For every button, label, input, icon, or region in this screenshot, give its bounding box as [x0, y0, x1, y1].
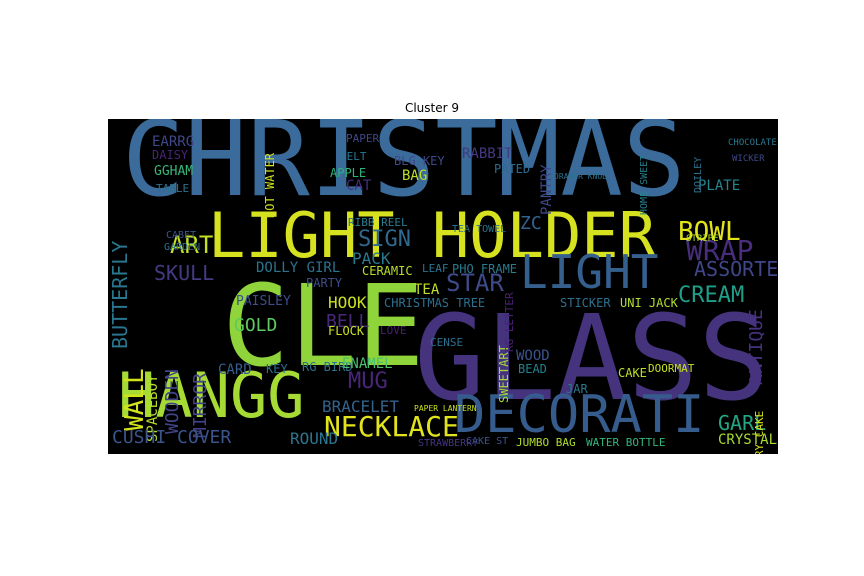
- word-key: KEY: [266, 362, 288, 376]
- word-daisy: DAISY: [152, 148, 189, 162]
- word-tea-towel: TEA TOWEL: [452, 224, 507, 235]
- word-enamel: ENAMEL: [342, 356, 393, 372]
- word-butterfly: BUTTERFLY: [108, 240, 132, 349]
- word-necklace: NECKLACE: [324, 410, 459, 443]
- word-strawberry: STRAWBERRY: [418, 438, 479, 449]
- word-decorati: DECORATI: [454, 385, 705, 445]
- word-garl: GARL: [718, 411, 767, 435]
- word-star: STAR: [446, 269, 504, 297]
- word-jumbo-bag: JUMBO BAG: [516, 436, 576, 449]
- word-table: TABLE: [156, 182, 190, 195]
- word-rg-bird: RG BIRD: [302, 360, 353, 374]
- word-sign: SIGN: [358, 227, 411, 252]
- word-cake-st: CAKE ST: [466, 436, 509, 447]
- word-pack: PACK: [352, 249, 391, 268]
- word-tea: TEA: [414, 282, 440, 298]
- word-card: CARD: [218, 362, 252, 378]
- word-zc: ZC: [520, 213, 542, 234]
- word-hook: HOOK: [328, 293, 367, 312]
- chart-title: Cluster 9: [404, 101, 460, 115]
- word-doiley: DOILEY: [693, 156, 704, 193]
- word-art: ART: [170, 231, 214, 259]
- word-doormat: DOORMAT: [648, 362, 695, 375]
- word-drawer-knob: DRAWER KNOB: [554, 172, 607, 181]
- word-pated: PATED: [494, 162, 531, 176]
- word-fairy-cake: FAIRY CAKE: [753, 410, 766, 454]
- word-pantry: PANTRY: [539, 164, 555, 216]
- word-earrg: EARRG: [152, 134, 195, 150]
- word-flock: FLOCK: [328, 324, 365, 338]
- word-ribb-reel: RIBB REEL: [348, 216, 408, 229]
- word-jar: JAR: [566, 382, 588, 396]
- word-felt: FELT: [340, 150, 367, 163]
- word-wooden: WOODEN: [162, 368, 183, 434]
- word-round: ROUND: [290, 429, 339, 448]
- word-bell: BELL: [326, 311, 370, 332]
- word-antique: ANTIQUE: [746, 308, 767, 385]
- word-love: LOVE: [380, 324, 407, 337]
- word-paper: PAPER: [346, 132, 380, 145]
- word-cat: CAT: [346, 178, 372, 194]
- word-pho-frame: PHO FRAME: [452, 262, 518, 276]
- word-rabbit: RABBIT: [462, 146, 513, 162]
- word-christmas-tree: CHRISTMAS TREE: [384, 296, 486, 310]
- word-cream: CREAM: [678, 283, 745, 308]
- word-cushi-cover: CUSHI COVER: [112, 427, 232, 448]
- word-rg-letter: RG LETTER: [503, 292, 516, 353]
- word-bag: BAG: [402, 168, 428, 184]
- word-apple: APPLE: [330, 166, 367, 180]
- word-light: LIGHT: [520, 245, 659, 299]
- word-stripe: STRIPE: [686, 234, 719, 244]
- word-glass: GLASS: [414, 289, 770, 427]
- word-bead: BEAD: [518, 362, 547, 376]
- word-blg-key: BLG KEY: [394, 154, 445, 168]
- word-hangg: HANGG: [118, 359, 305, 432]
- word-leaf: LEAF: [422, 262, 449, 275]
- word-christmas: CHRISTMAS: [122, 119, 686, 220]
- word-cake: CAKE: [618, 366, 647, 380]
- word-party: PARTY: [306, 276, 343, 290]
- word-plate: PLATE: [698, 178, 741, 194]
- word-bracelet: BRACELET: [322, 397, 400, 416]
- word-crystal: CRYSTAL: [718, 432, 778, 448]
- word-assorted: ASSORTED: [694, 257, 778, 281]
- word-bowl: BOWL: [678, 217, 741, 247]
- word-cabet: CABET: [166, 230, 197, 241]
- word-hot-water: HOT WATER: [263, 152, 277, 218]
- word-garden: GARDEN: [164, 242, 201, 253]
- word-ceramic: CERAMIC: [362, 264, 413, 278]
- word-wood: WOOD: [516, 348, 550, 364]
- word-uni-jack: UNI JACK: [620, 296, 678, 310]
- word-mug: MUG: [348, 369, 388, 394]
- word-chocolate: CHOCOLATE: [728, 138, 777, 148]
- word-home-sweet: HOME SWEET: [639, 154, 650, 215]
- word-sticker: STICKER: [560, 296, 611, 310]
- word-light-holder: LIGHT HOLDER: [208, 199, 656, 272]
- word-cle: CLE: [222, 262, 425, 392]
- word-paper-lantern: PAPER LANTERN: [414, 404, 477, 413]
- word-cloud: CHRISTMAS LIGHT HOLDER GLASS CLE HANGG DECORA…: [108, 119, 778, 454]
- word-paisley: PAISLEY: [236, 294, 291, 309]
- word-water-bottle: WATER BOTTLE: [586, 436, 666, 449]
- word-skull: SKULL: [154, 261, 215, 285]
- word-wrap: WRAP: [686, 234, 754, 267]
- word-gold: GOLD: [234, 315, 278, 336]
- word-wicker: WICKER: [732, 154, 765, 164]
- word-sweetart: SWEETART: [497, 344, 511, 403]
- word-ggham: GGHAM: [154, 164, 194, 179]
- word-cense: CENSE: [430, 336, 464, 349]
- word-dolly-girl: DOLLY GIRL: [256, 260, 341, 276]
